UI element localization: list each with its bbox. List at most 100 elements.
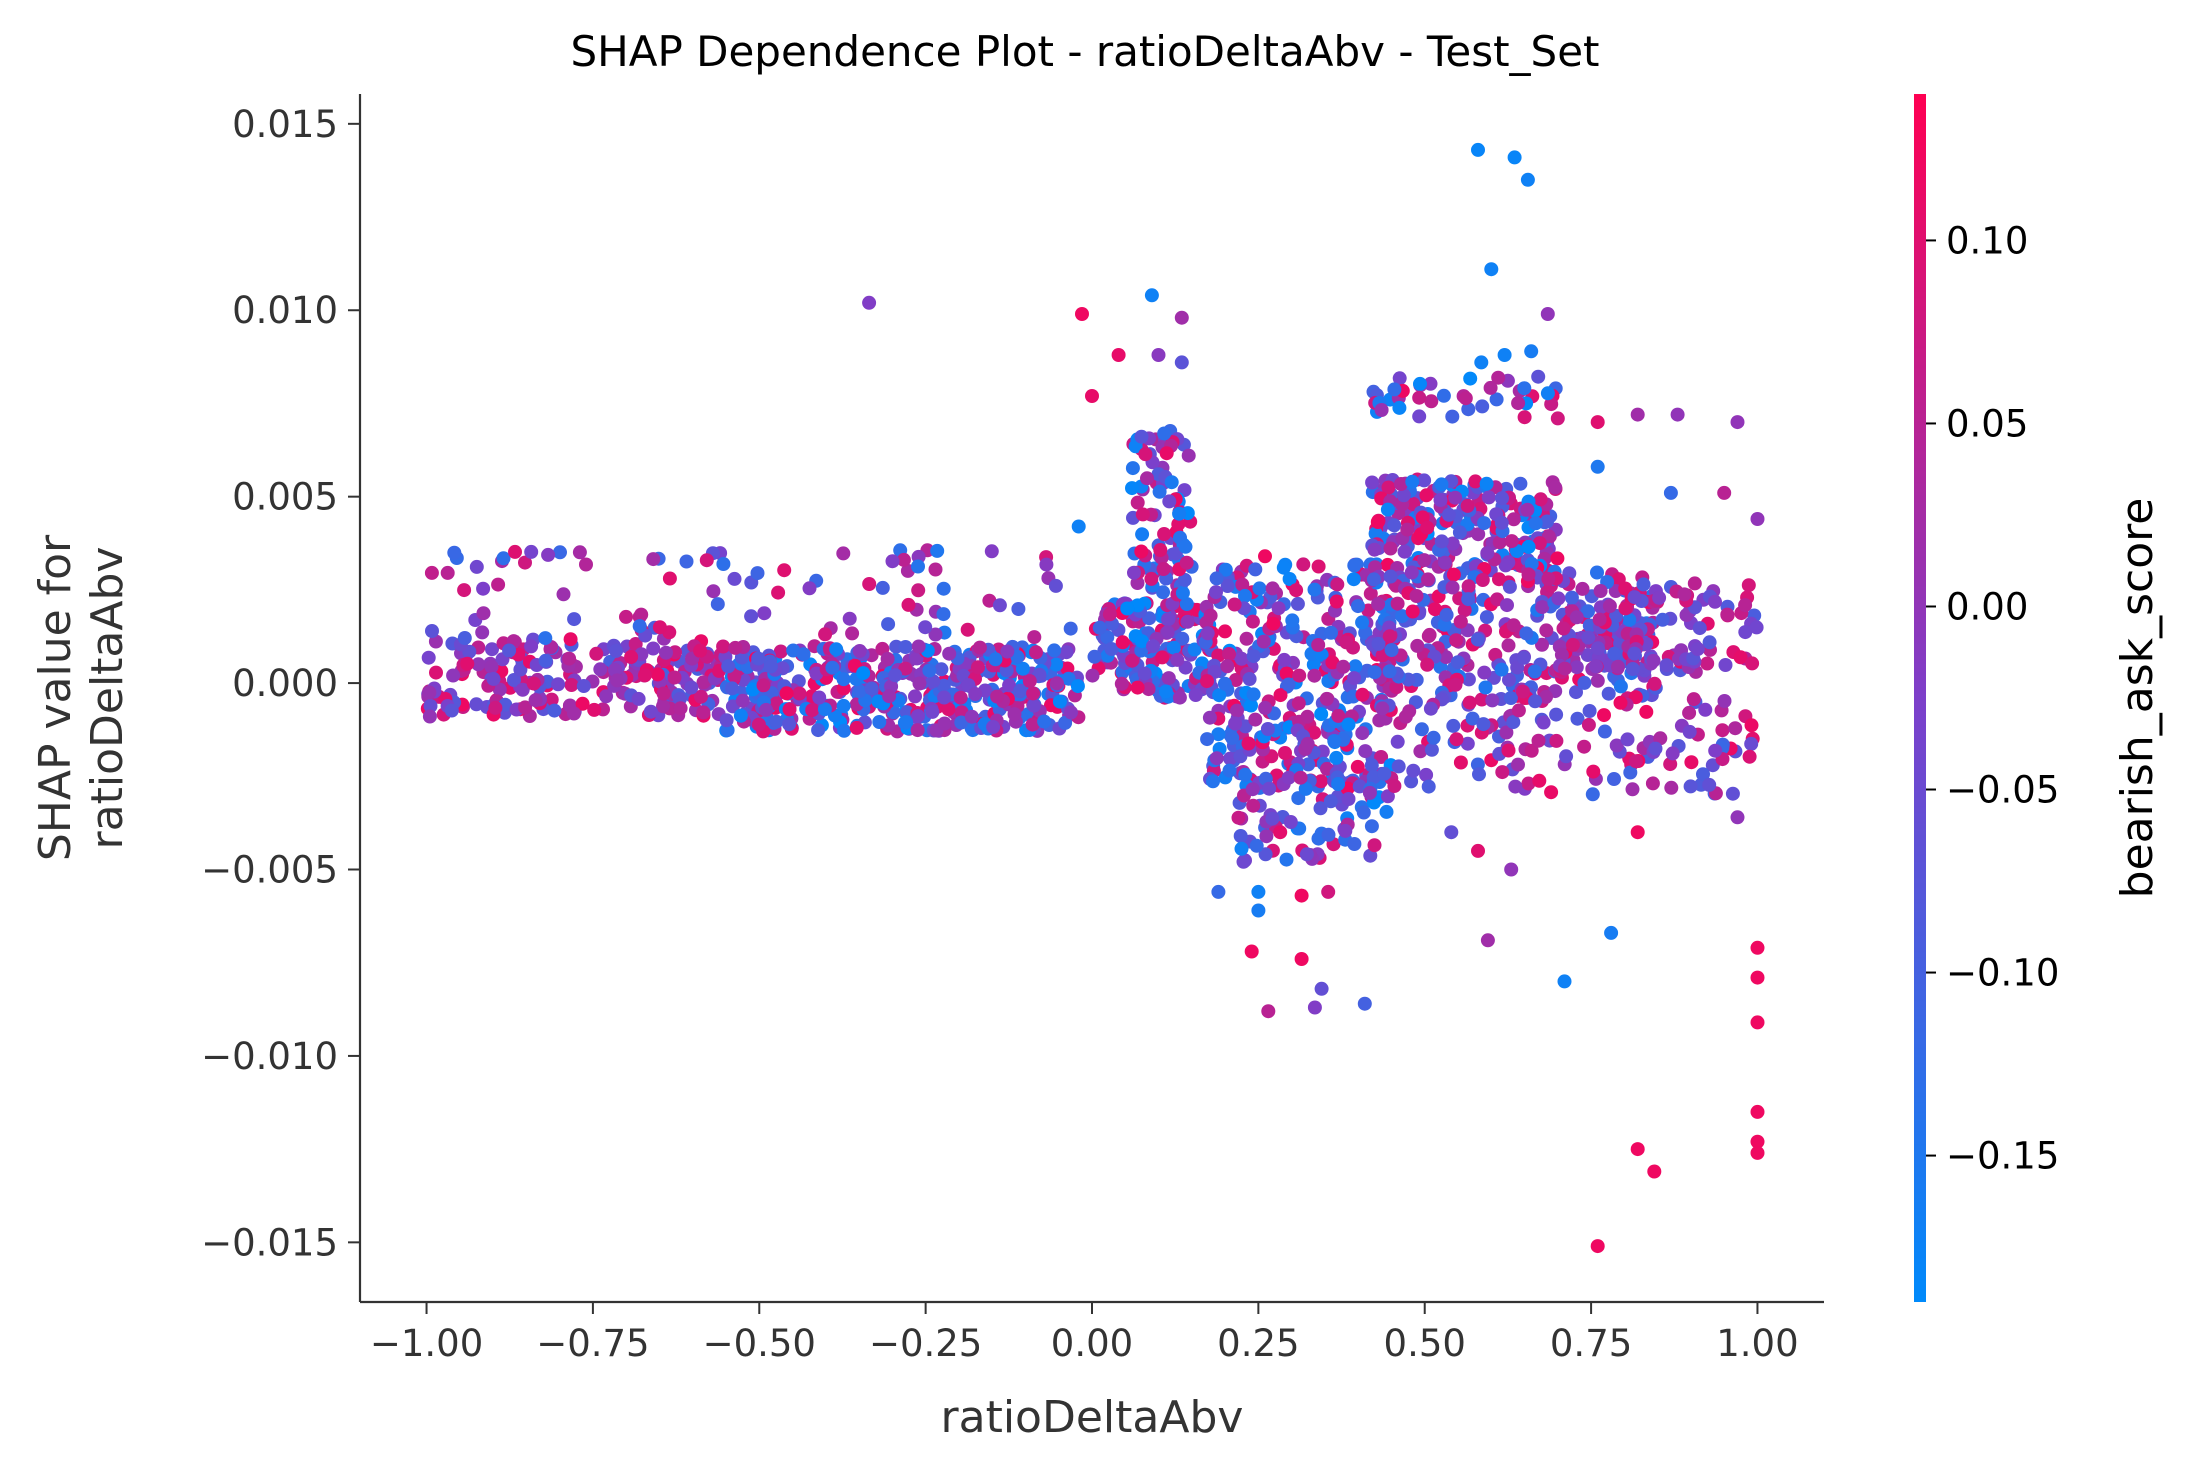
scatter-point	[1298, 781, 1313, 796]
scatter-point	[1539, 623, 1554, 638]
scatter-point	[1535, 600, 1550, 615]
x-tick-label: −0.50	[703, 1322, 816, 1365]
colorbar-tick-label: 0.05	[1946, 402, 2028, 445]
scatter-point	[496, 551, 511, 566]
scatter-point	[1476, 717, 1491, 732]
scatter-point	[1289, 583, 1304, 598]
scatter-point	[1648, 741, 1663, 756]
scatter-point	[526, 676, 541, 691]
scatter-point	[1172, 690, 1187, 705]
scatter-point	[1647, 1164, 1662, 1179]
scatter-point	[1536, 715, 1551, 730]
scatter-point	[1744, 736, 1759, 751]
scatter-point	[796, 647, 811, 662]
scatter-point	[1421, 779, 1436, 794]
scatter-point	[1125, 653, 1140, 668]
scatter-point	[1370, 515, 1385, 529]
scatter-point	[1495, 765, 1510, 780]
scatter-point	[934, 662, 949, 677]
scatter-point	[1528, 694, 1543, 709]
scatter-point	[1524, 344, 1539, 359]
scatter-point	[1228, 673, 1243, 687]
scatter-point	[429, 665, 443, 680]
scatter-point	[1306, 657, 1321, 672]
scatter-point	[1475, 399, 1490, 414]
scatter-point	[696, 675, 711, 690]
scatter-point	[1355, 615, 1370, 630]
scatter-point	[1564, 590, 1579, 605]
scatter-point	[488, 700, 503, 715]
scatter-point	[1696, 767, 1710, 782]
scatter-point	[862, 295, 877, 310]
scatter-point	[882, 689, 897, 704]
scatter-point	[1446, 718, 1461, 733]
scatter-point	[1346, 572, 1361, 587]
scatter-point	[1601, 686, 1616, 701]
scatter-point	[1531, 369, 1546, 384]
scatter-point	[563, 632, 578, 647]
colorbar-tick-label: 0.00	[1946, 585, 2028, 628]
scatter-point	[1367, 838, 1382, 853]
scatter-point	[1404, 565, 1419, 580]
scatter-point	[1392, 371, 1407, 386]
scatter-point	[624, 650, 639, 664]
scatter-point	[1188, 688, 1203, 702]
scatter-point	[507, 673, 521, 687]
scatter-point	[1390, 596, 1405, 611]
scatter-point	[928, 627, 943, 642]
scatter-point	[1283, 815, 1298, 829]
scatter-point	[1445, 536, 1460, 551]
scatter-point	[937, 690, 952, 705]
x-tick-label: −1.00	[370, 1322, 483, 1365]
scatter-point	[1590, 565, 1604, 580]
scatter-point	[1728, 721, 1743, 736]
scatter-point	[1166, 640, 1181, 655]
scatter-point	[599, 689, 614, 704]
scatter-point	[440, 565, 455, 580]
scatter-point	[1532, 773, 1547, 788]
scatter-point	[421, 650, 436, 665]
scatter-point	[1524, 743, 1539, 758]
scatter-point	[1256, 634, 1271, 649]
scatter-point	[579, 557, 593, 572]
scatter-point	[1412, 409, 1427, 424]
scatter-point	[1446, 567, 1461, 582]
scatter-point	[1708, 743, 1723, 758]
scatter-point	[1134, 634, 1149, 649]
scatter-point	[541, 547, 556, 562]
scatter-point	[942, 646, 957, 661]
scatter-point	[1659, 658, 1674, 673]
scatter-point	[1220, 579, 1235, 593]
scatter-point	[469, 559, 484, 574]
scatter-point	[988, 652, 1003, 667]
scatter-point	[1551, 591, 1566, 606]
scatter-point	[1413, 376, 1427, 391]
scatter-point	[960, 622, 975, 637]
scatter-point	[805, 703, 820, 718]
scatter-point	[608, 663, 622, 677]
scatter-point	[1382, 629, 1397, 644]
scatter-point	[773, 644, 788, 659]
scatter-point	[1179, 597, 1194, 611]
scatter-point	[1155, 650, 1170, 665]
scatter-point	[575, 696, 590, 711]
scatter-point	[1331, 708, 1346, 723]
scatter-point	[1682, 724, 1697, 739]
scatter-point	[1285, 613, 1300, 628]
scatter-point	[759, 702, 774, 717]
scatter-point	[757, 606, 772, 621]
scatter-point	[492, 682, 507, 697]
scatter-point	[1630, 1142, 1645, 1157]
scatter-point	[1479, 610, 1494, 625]
scatter-point	[1527, 664, 1542, 679]
scatter-point	[1511, 703, 1526, 718]
scatter-point	[871, 694, 886, 709]
scatter-point	[1494, 662, 1509, 677]
scatter-point	[1371, 597, 1386, 611]
scatter-point	[936, 607, 951, 622]
scatter-point	[1395, 609, 1410, 624]
scatter-point	[556, 587, 571, 602]
scatter-point	[926, 674, 941, 689]
scatter-point	[769, 714, 784, 729]
colorbar-tick-label: −0.15	[1946, 1135, 2059, 1178]
